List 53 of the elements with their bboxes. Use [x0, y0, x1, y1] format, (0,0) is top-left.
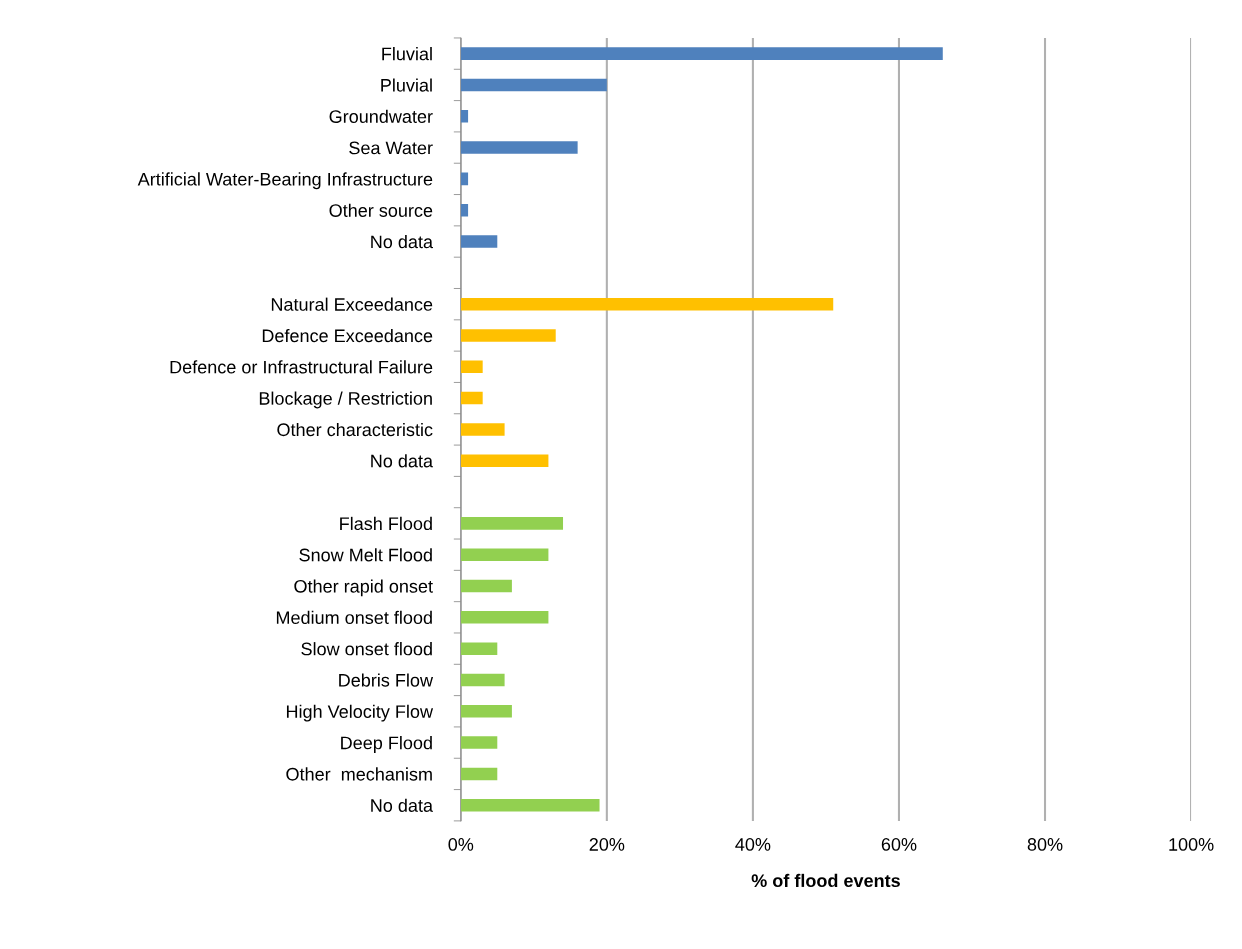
bar: [460, 517, 564, 530]
y-tick-label: Deep Flood: [341, 736, 432, 753]
y-tick-label: Debris Flow: [339, 673, 434, 687]
y-tick-label: Blockage / Restriction: [259, 391, 432, 409]
x-tick-label: 60%: [881, 838, 917, 851]
bar: [460, 141, 578, 154]
x-tick-label: 80%: [1027, 838, 1063, 851]
bar: [460, 360, 483, 374]
y-tick-label: Other rapid onset: [294, 579, 433, 597]
bar: [460, 423, 505, 436]
bar: [460, 673, 505, 687]
y-tick-label: Other characteristic: [277, 422, 433, 437]
bar: [460, 78, 607, 92]
bar: [460, 736, 498, 749]
y-tick-label: Groundwater: [329, 109, 433, 123]
bar: [460, 297, 834, 311]
x-tick-label: 40%: [735, 838, 771, 851]
x-tick-label: 100%: [1169, 838, 1214, 851]
y-tick-label: Natural Exceedance: [271, 297, 433, 311]
x-axis-title: % of flood events: [751, 873, 900, 888]
y-tick-label: Fluvial: [382, 47, 432, 61]
bar: [460, 548, 549, 561]
bar: [460, 391, 483, 405]
bar: [460, 642, 498, 655]
y-tick-label: No data: [371, 798, 434, 812]
y-tick-label: Pluvial: [381, 78, 432, 92]
y-tick-label: Defence or Infrastructural Failure: [170, 360, 433, 374]
y-tick-label: Medium onset flood: [276, 610, 432, 625]
bar: [460, 109, 469, 123]
bar: [460, 47, 943, 60]
y-tick-label: Snow Melt Flood: [299, 548, 432, 562]
y-tick-label: Other source: [329, 203, 433, 217]
y-tick-label: Flash Flood: [340, 516, 432, 531]
y-tick-label: Sea Water: [349, 141, 433, 155]
bar: [460, 235, 498, 248]
y-tick-label: Artificial Water-Bearing Infrastructure: [137, 172, 433, 190]
y-tick-label: Other mechanism: [286, 767, 432, 781]
y-tick-label: No data: [371, 234, 434, 249]
y-tick-label: Slow onset flood: [301, 642, 432, 656]
bar: [460, 172, 469, 186]
bar: [460, 705, 512, 718]
x-tick-label: 20%: [589, 838, 625, 851]
bar: [460, 798, 600, 812]
bar: [460, 611, 549, 624]
x-tick-label: 0%: [448, 838, 474, 851]
bar: [460, 329, 556, 342]
y-tick-label: No data: [371, 454, 434, 468]
bar: [460, 579, 512, 593]
y-tick-label: Defence Exceedance: [262, 328, 433, 343]
bar: [460, 454, 549, 467]
bar: [460, 767, 498, 781]
bar: [460, 203, 469, 217]
y-tick-label: High Velocity Flow: [286, 704, 434, 722]
